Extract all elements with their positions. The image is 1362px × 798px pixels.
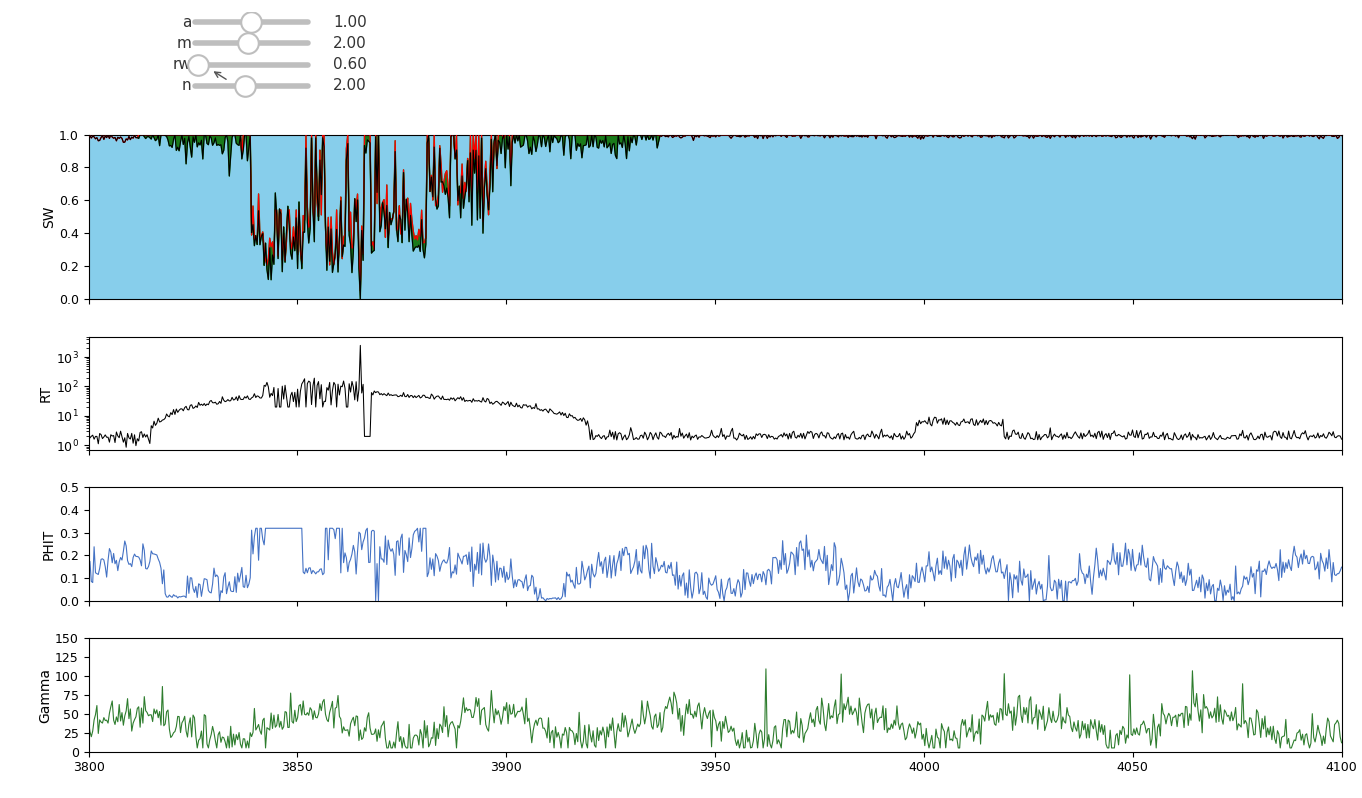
Text: n: n [181, 78, 191, 93]
Text: m: m [177, 36, 191, 51]
Text: rw: rw [173, 57, 191, 72]
Text: 2.00: 2.00 [332, 36, 366, 51]
Y-axis label: RT: RT [39, 385, 53, 401]
Text: 0.60: 0.60 [332, 57, 366, 72]
Y-axis label: Gamma: Gamma [38, 668, 52, 722]
Y-axis label: SW: SW [42, 205, 56, 228]
Y-axis label: PHIT: PHIT [42, 528, 56, 559]
Point [241, 16, 263, 29]
Point [234, 80, 256, 93]
Text: a: a [183, 14, 191, 30]
Point [237, 37, 259, 49]
Text: 2.00: 2.00 [332, 78, 366, 93]
Text: 1.00: 1.00 [332, 14, 366, 30]
Point [188, 58, 210, 71]
